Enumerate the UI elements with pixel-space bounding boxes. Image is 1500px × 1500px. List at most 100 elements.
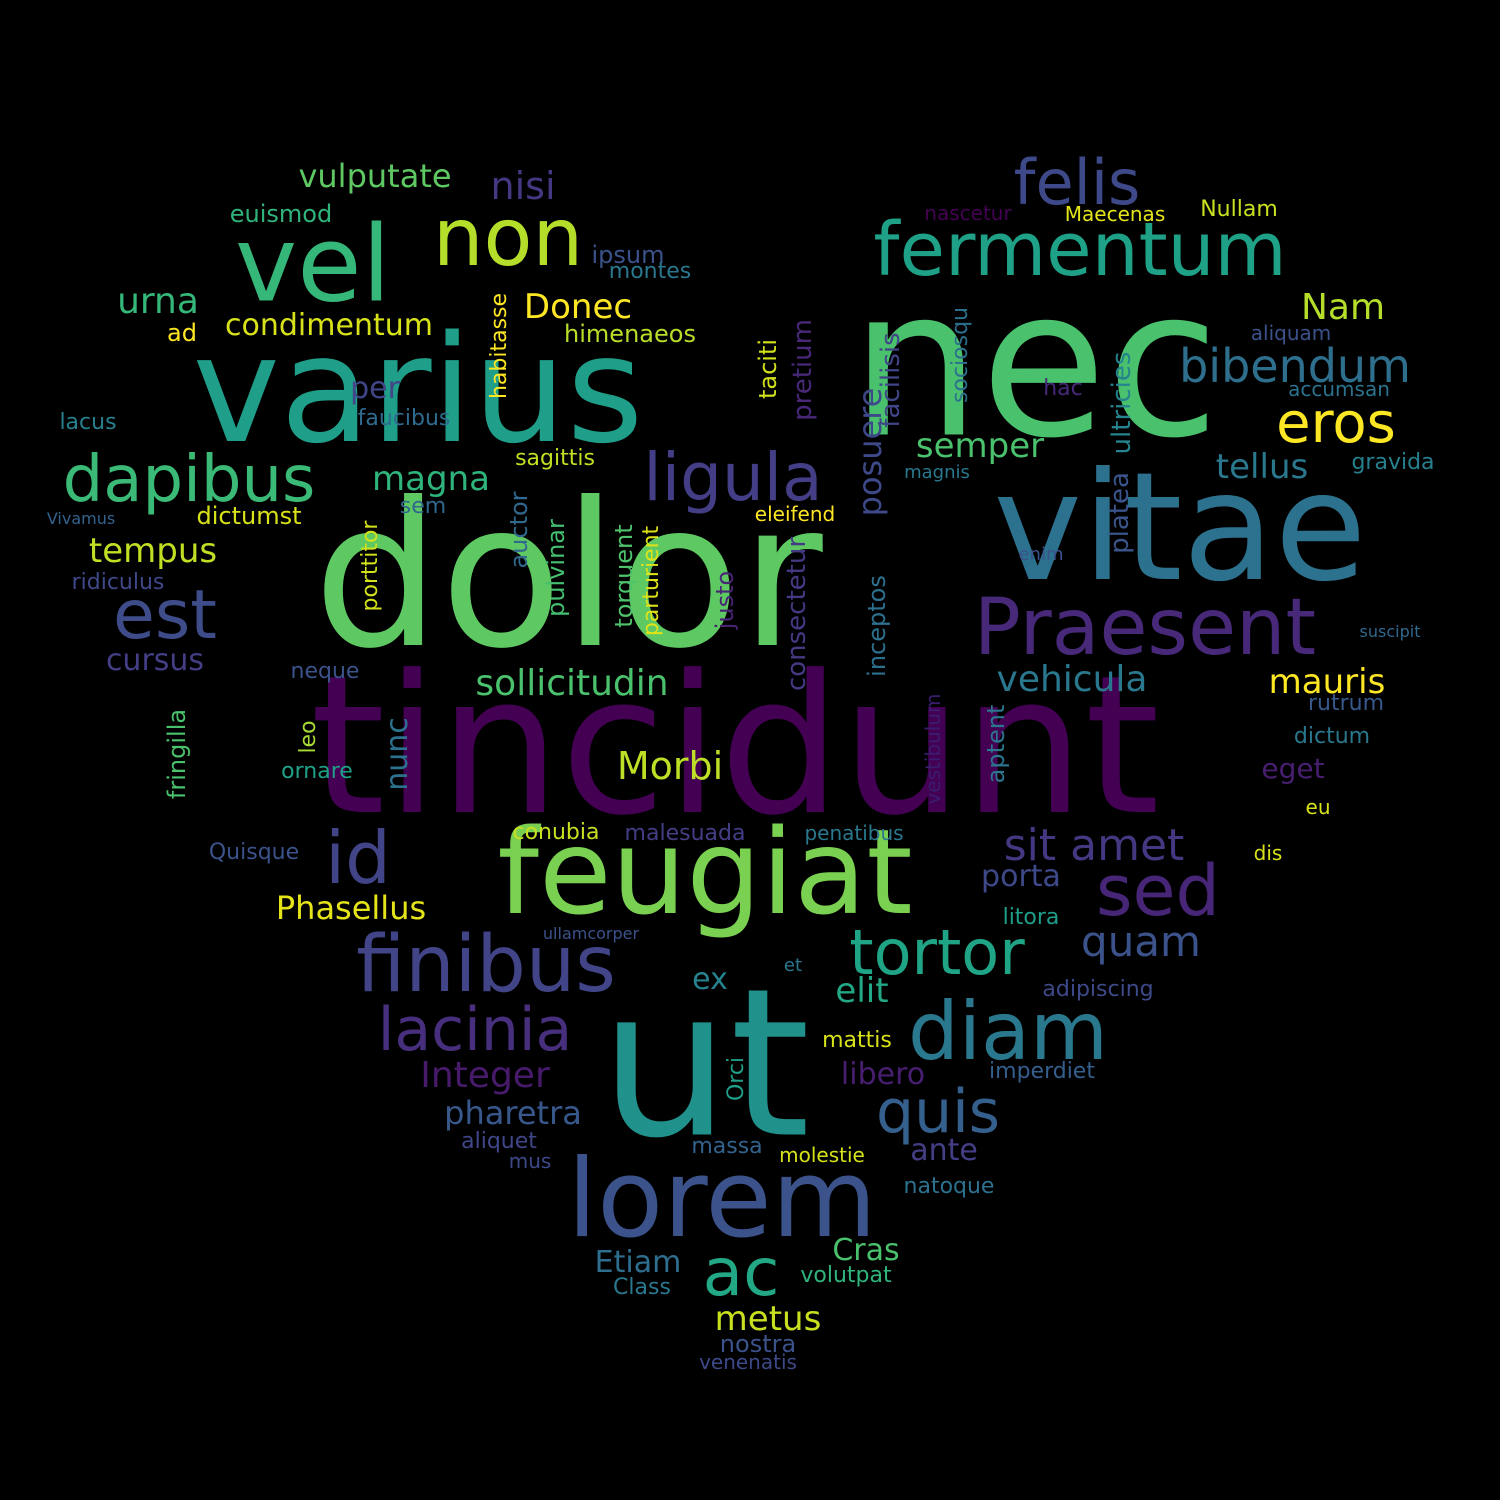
word-ut: ut xyxy=(599,945,811,1184)
word-conubia: conubia xyxy=(512,820,600,845)
word-euismod: euismod xyxy=(229,200,333,228)
word-faucibus: faucibus xyxy=(357,406,451,431)
word-Etiam: Etiam xyxy=(594,1245,682,1280)
word-finibus: finibus xyxy=(356,920,616,1010)
word-feugiat: feugiat xyxy=(497,803,913,941)
word-ridiculus: ridiculus xyxy=(71,570,165,595)
word-ex: ex xyxy=(692,962,728,997)
word-vulputate: vulputate xyxy=(298,157,452,195)
word-Nam: Nam xyxy=(1300,287,1386,328)
word-eu: eu xyxy=(1305,795,1331,819)
word-Vivamus: Vivamus xyxy=(46,509,116,528)
word-justo: justo xyxy=(711,570,739,630)
word-Quisque: Quisque xyxy=(208,840,300,865)
word-consectetur: consectetur xyxy=(782,536,812,692)
word-pretium: pretium xyxy=(788,319,818,421)
word-fermentum: fermentum xyxy=(873,207,1287,293)
word-dictum: dictum xyxy=(1293,724,1371,749)
word-enim: enim xyxy=(1018,544,1064,565)
word-volutpat: volutpat xyxy=(800,1263,892,1288)
word-per: per xyxy=(350,371,400,406)
word-Class: Class xyxy=(613,1275,671,1300)
word-torquent: torquent xyxy=(610,524,638,628)
word-porttitor: porttitor xyxy=(358,520,383,612)
word-sollicitudin: sollicitudin xyxy=(475,663,669,704)
word-id: id xyxy=(325,816,391,900)
word-aliquet: aliquet xyxy=(461,1129,537,1154)
word-quis: quis xyxy=(875,1077,1001,1147)
word-himenaeos: himenaeos xyxy=(564,320,696,348)
word-ullamcorper: ullamcorper xyxy=(542,924,640,943)
word-facilisis: facilisis xyxy=(876,332,906,428)
word-Donec: Donec xyxy=(523,287,633,327)
word-felis: felis xyxy=(1013,146,1141,219)
word-ad: ad xyxy=(167,319,197,347)
word-sociosqu: sociosqu xyxy=(948,307,973,403)
word-vel: vel xyxy=(235,203,391,326)
word-nunc: nunc xyxy=(380,717,415,791)
word-ligula: ligula xyxy=(643,439,823,516)
word-mus: mus xyxy=(508,1149,552,1173)
word-ornare: ornare xyxy=(281,759,353,784)
word-suscipit: suscipit xyxy=(1359,622,1421,641)
word-penatibus: penatibus xyxy=(804,821,904,845)
word-nascetur: nascetur xyxy=(924,201,1012,225)
word-cursus: cursus xyxy=(105,643,205,678)
word-dolor: dolor xyxy=(313,460,823,693)
word-Phasellus: Phasellus xyxy=(275,889,427,927)
word-lacus: lacus xyxy=(59,410,117,435)
word-habitasse: habitasse xyxy=(487,292,512,400)
word-litora: litora xyxy=(1002,905,1060,930)
word-adipiscing: adipiscing xyxy=(1042,977,1154,1002)
word-Praesent: Praesent xyxy=(973,583,1317,673)
word-porta: porta xyxy=(981,859,1061,894)
word-lorem: lorem xyxy=(567,1137,877,1262)
word-platea: platea xyxy=(1105,472,1135,554)
word-Orci: Orci xyxy=(724,1056,749,1102)
word-quam: quam xyxy=(1081,917,1201,966)
word-est: est xyxy=(113,576,217,655)
word-montes: montes xyxy=(608,259,692,284)
word-ultricies: ultricies xyxy=(1107,351,1137,455)
word-metus: metus xyxy=(714,1299,822,1339)
word-mattis: mattis xyxy=(822,1028,892,1053)
word-rutrum: rutrum xyxy=(1307,691,1385,716)
word-inceptos: inceptos xyxy=(863,575,891,677)
word-tellus: tellus xyxy=(1215,447,1309,487)
word-malesuada: malesuada xyxy=(624,821,746,846)
word-urna: urna xyxy=(117,281,199,322)
word-gravida: gravida xyxy=(1351,450,1435,475)
word-sed: sed xyxy=(1096,850,1220,932)
word-dictumst: dictumst xyxy=(196,502,302,530)
word-Nullam: Nullam xyxy=(1200,197,1278,222)
word-ac: ac xyxy=(702,1234,780,1311)
word-Morbi: Morbi xyxy=(616,744,724,788)
word-accumsan: accumsan xyxy=(1288,377,1390,401)
word-Integer: Integer xyxy=(420,1055,550,1096)
word-taciti: taciti xyxy=(754,338,782,400)
word-dis: dis xyxy=(1253,841,1283,865)
word-eleifend: eleifend xyxy=(754,502,836,526)
word-massa: massa xyxy=(691,1134,763,1159)
word-semper: semper xyxy=(915,426,1045,466)
word-imperdiet: imperdiet xyxy=(989,1059,1095,1084)
word-varius: varius xyxy=(192,304,644,476)
word-nostra: nostra xyxy=(719,1330,797,1358)
word-eget: eget xyxy=(1261,752,1325,785)
word-nec: nec xyxy=(850,245,1220,484)
word-tempus: tempus xyxy=(88,531,218,571)
word-lacinia: lacinia xyxy=(377,995,573,1065)
word-hac: hac xyxy=(1043,376,1083,401)
word-tincidunt: tincidunt xyxy=(310,635,1160,858)
word-vehicula: vehicula xyxy=(996,659,1148,700)
word-ipsum: ipsum xyxy=(591,241,665,269)
word-venenatis: venenatis xyxy=(699,1350,797,1374)
word-molestie: molestie xyxy=(779,1143,865,1167)
word-condimentum: condimentum xyxy=(225,308,433,343)
word-leo: leo xyxy=(296,720,321,754)
word-sem: sem xyxy=(399,494,447,519)
word-aliquam: aliquam xyxy=(1250,321,1332,345)
word-aptent: aptent xyxy=(982,704,1010,784)
word-libero: libero xyxy=(840,1057,926,1092)
